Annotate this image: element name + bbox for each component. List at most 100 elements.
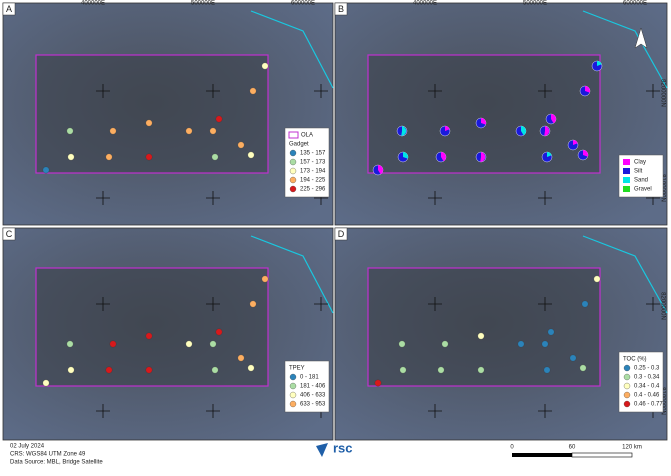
sample-pie-wedge xyxy=(441,152,446,162)
survey-area-shade xyxy=(36,268,268,386)
legend-swatch xyxy=(623,364,631,372)
scale-label: 120 km xyxy=(622,445,642,451)
sample-point xyxy=(145,119,153,127)
map-panel: D8200000N8100000NTOC (%)0.25 - 0.30.3 - … xyxy=(334,227,668,441)
easting-label: 600000E xyxy=(623,1,647,7)
sample-point xyxy=(399,366,407,374)
easting-label: 400000E xyxy=(81,1,105,7)
legend-item: 181 - 406 xyxy=(300,384,326,390)
logo: rsc xyxy=(316,440,353,457)
panel-letter-box xyxy=(2,2,16,16)
sample-point xyxy=(145,153,153,161)
map-panel: B400000E500000E600000E8200000N8100000NCl… xyxy=(334,1,668,226)
panel-letter: C xyxy=(6,229,13,239)
sample-point xyxy=(374,379,382,387)
legend-title: TOC (%) xyxy=(623,357,647,363)
legend-item: 0.3 - 0.34 xyxy=(634,375,660,381)
easting-label: 400000E xyxy=(413,1,437,7)
grid-cross xyxy=(314,297,328,311)
grid-cross xyxy=(428,84,442,98)
sample-point xyxy=(437,366,445,374)
sample-point xyxy=(547,328,555,336)
sample-point xyxy=(247,364,255,372)
sample-pie-wedge xyxy=(378,165,383,175)
survey-boundary xyxy=(367,267,601,387)
sample-point xyxy=(541,340,549,348)
legend-item: 135 - 157 xyxy=(300,151,326,157)
sample-point xyxy=(215,328,223,336)
grid-cross xyxy=(538,404,552,418)
legend-item: 173 - 194 xyxy=(300,169,326,175)
sample-pie-wedge xyxy=(481,118,486,125)
northing-label: 8200000N xyxy=(659,79,665,107)
scale-bar: 0 60 120 km xyxy=(510,445,642,458)
sample-pie-wedge xyxy=(401,126,407,136)
panel-letter: D xyxy=(338,229,345,239)
easting-label: 600000E xyxy=(291,1,315,7)
easting-label: 500000E xyxy=(191,1,215,7)
sample-point xyxy=(109,127,117,135)
sample-point xyxy=(66,127,74,135)
sample-pie-wedge xyxy=(445,126,450,131)
panel-letter: A xyxy=(6,4,12,14)
sample-pie-wedge xyxy=(480,152,486,162)
sample-point xyxy=(145,332,153,340)
grid-cross xyxy=(206,191,220,205)
grid-cross xyxy=(428,191,442,205)
sample-point xyxy=(237,141,245,149)
grid-cross xyxy=(206,84,220,98)
legend-boundary-label: OLA xyxy=(301,133,313,139)
legend-item: 225 - 296 xyxy=(300,187,326,193)
grid-cross xyxy=(206,404,220,418)
legend-swatch xyxy=(289,400,297,408)
legend-item: 157 - 173 xyxy=(300,160,326,166)
sample-point xyxy=(477,332,485,340)
scale-label: 0 xyxy=(510,445,514,451)
coastline xyxy=(250,10,334,89)
sample-pie-wedge xyxy=(551,114,556,124)
footer-source: Data Source: MBL, Bridge Satellite xyxy=(10,460,103,466)
sample-point xyxy=(67,366,75,374)
grid-cross xyxy=(96,404,110,418)
sample-point xyxy=(145,366,153,374)
legend-swatch xyxy=(289,158,297,166)
legend-swatch xyxy=(289,176,297,184)
survey-area-shade xyxy=(36,55,268,173)
survey-boundary xyxy=(367,54,601,174)
sample-point xyxy=(109,340,117,348)
panel-letter-box xyxy=(2,227,16,241)
sample-point xyxy=(261,62,269,70)
legend-item: 0.4 - 0.46 xyxy=(634,393,660,399)
sample-pie-wedge xyxy=(544,126,550,136)
legend-swatch xyxy=(289,167,297,175)
sample-pie-wedge xyxy=(573,140,578,145)
sample-pie-wedge xyxy=(521,126,526,136)
sample-point xyxy=(105,366,113,374)
sample-point xyxy=(517,340,525,348)
survey-boundary xyxy=(35,54,269,174)
map-panel: A 400000E 500000E 600000E OLA Gadget 135 - 157… xyxy=(2,1,334,226)
legend-item: 0 - 181 xyxy=(300,375,319,381)
sample-point xyxy=(581,300,589,308)
survey-boundary xyxy=(35,267,269,387)
sample-point xyxy=(593,275,601,283)
legend-item: Silt xyxy=(634,169,643,175)
north-arrow xyxy=(634,27,648,49)
logo-text: rsc xyxy=(333,440,353,455)
sample-point xyxy=(569,354,577,362)
sample-point xyxy=(247,151,255,159)
legend-swatch xyxy=(623,168,630,174)
coastline xyxy=(582,10,668,89)
sample-point xyxy=(398,340,406,348)
sample-point xyxy=(185,127,193,135)
grid-cross xyxy=(646,84,660,98)
legend-swatch xyxy=(623,391,631,399)
grid-cross xyxy=(314,84,328,98)
grid-cross xyxy=(96,297,110,311)
sample-point xyxy=(543,366,551,374)
legend-item: 406 - 633 xyxy=(300,393,326,399)
sample-point xyxy=(42,379,50,387)
survey-area-shade xyxy=(368,268,600,386)
legend-item: 194 - 225 xyxy=(300,178,326,184)
